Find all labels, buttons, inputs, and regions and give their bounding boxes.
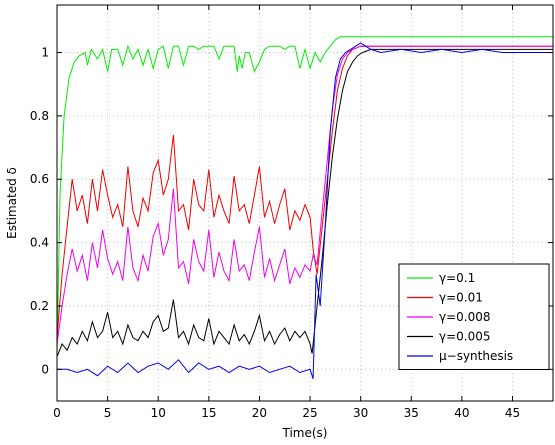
axis-ticks — [56, 5, 553, 401]
y-tick-label: 1 — [41, 46, 49, 60]
x-tick-label: 25 — [302, 406, 317, 420]
x-tick-label: 30 — [353, 406, 368, 420]
legend-label: γ=0.008 — [439, 310, 491, 324]
x-tick-label: 0 — [53, 406, 61, 420]
plot-frame — [56, 4, 554, 402]
legend: γ=0.1 γ=0.01 γ=0.008 γ=0.005 μ−synthesis — [398, 263, 550, 370]
x-tick-label: 5 — [104, 406, 112, 420]
x-axis-label: Time(s) — [282, 426, 328, 440]
grid — [56, 5, 553, 401]
y-tick-label: 0.8 — [30, 109, 49, 123]
y-tick-label: 0 — [41, 362, 49, 376]
legend-label: γ=0.01 — [439, 291, 483, 305]
x-tick-label: 40 — [454, 406, 469, 420]
series-line-4 — [57, 42, 553, 379]
x-tick-label: 20 — [252, 406, 267, 420]
x-tick-label: 45 — [505, 406, 520, 420]
x-tick-label: 10 — [151, 406, 166, 420]
y-tick-label: 0.6 — [30, 172, 49, 186]
tick-labels: 0 5 10 15 20 25 30 35 40 45 0 0.2 0.4 0.6 0.8 1 — [30, 46, 520, 420]
x-tick-label: 35 — [404, 406, 419, 420]
y-axis-label: Estimated δ — [5, 167, 19, 239]
series-line-0 — [57, 36, 553, 354]
x-tick-label: 15 — [201, 406, 216, 420]
series-layer — [57, 36, 553, 379]
legend-label: γ=0.005 — [439, 330, 491, 344]
series-line-1 — [57, 45, 553, 338]
legend-label: γ=0.1 — [439, 271, 475, 285]
y-tick-label: 0.2 — [30, 299, 49, 313]
series-line-3 — [57, 48, 553, 357]
legend-label: μ−synthesis — [439, 349, 513, 363]
y-tick-label: 0.4 — [30, 236, 49, 250]
